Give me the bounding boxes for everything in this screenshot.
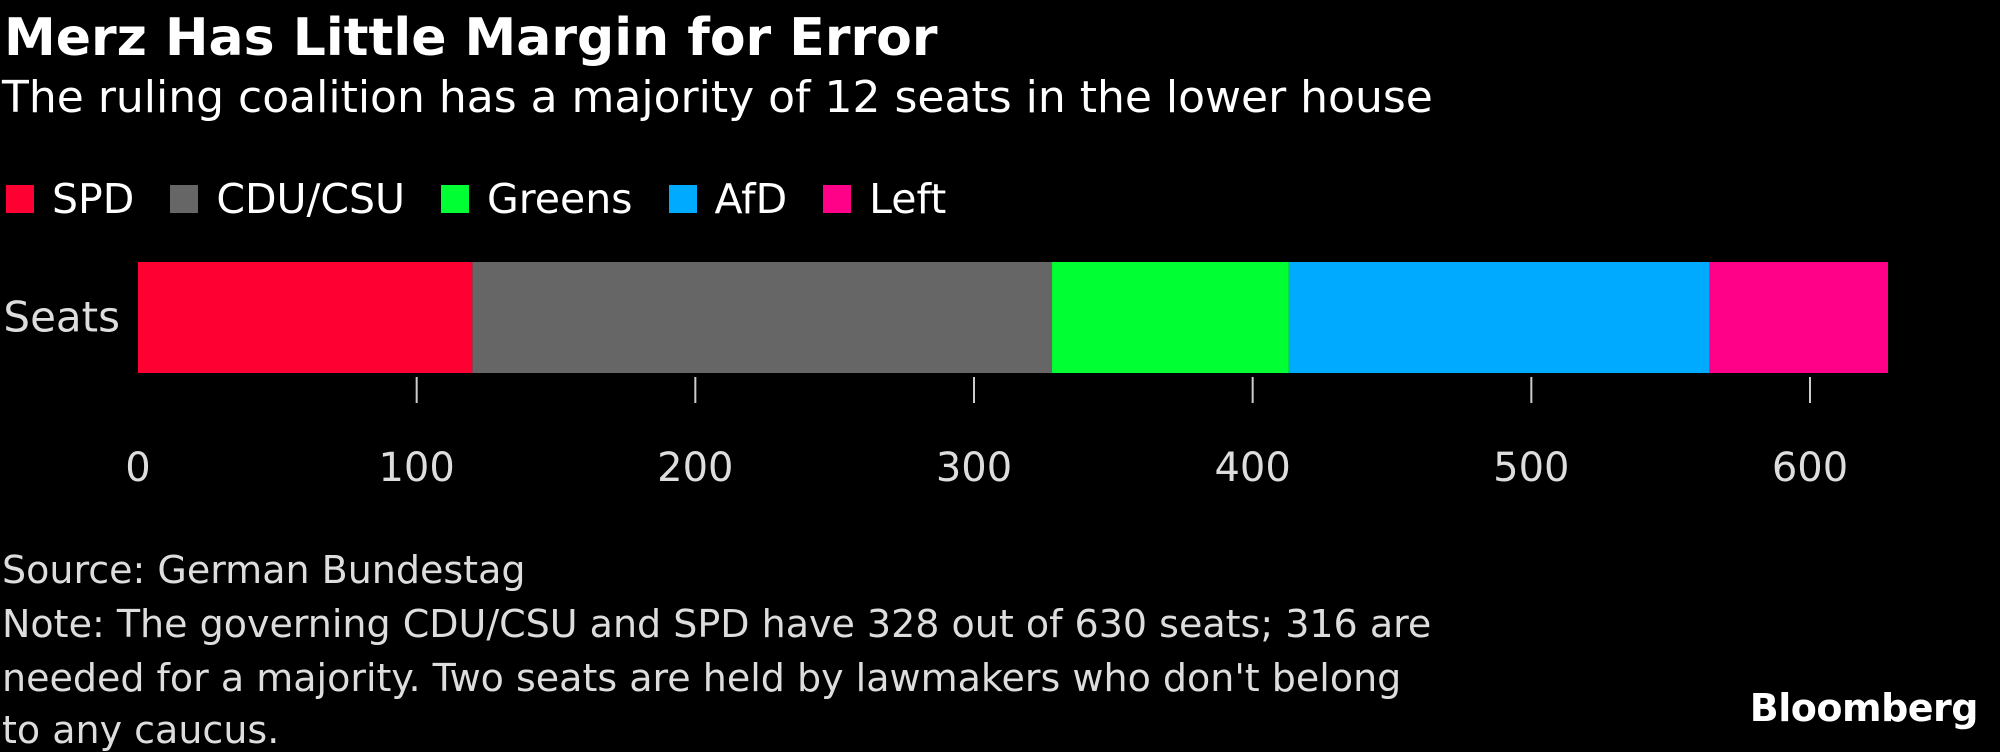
x-tick-label: 0 xyxy=(125,445,150,491)
legend-item-spd: SPD xyxy=(6,175,134,223)
bar-segment-left xyxy=(1709,262,1889,373)
legend-item-left: Left xyxy=(823,175,946,223)
stacked-bar-chart: Seats 0 100 200 300 400 500 600 xyxy=(3,262,1889,491)
note-line-3: to any caucus. xyxy=(2,708,280,752)
category-label: Seats xyxy=(3,293,120,342)
x-tick-label: 100 xyxy=(378,445,454,491)
bloomberg-logo: Bloomberg xyxy=(1749,686,1979,730)
legend-swatch xyxy=(823,185,852,213)
note-line-2: needed for a majority. Two seats are hel… xyxy=(2,656,1402,700)
legend-swatch xyxy=(441,185,470,213)
legend-label: AfD xyxy=(714,175,788,223)
bar-segment-cducsu xyxy=(472,262,1053,373)
legend-label: CDU/CSU xyxy=(216,175,406,223)
legend-swatch xyxy=(6,185,34,213)
legend: SPD CDU/CSU Greens AfD Left xyxy=(6,175,982,223)
legend-item-greens: Greens xyxy=(441,175,633,223)
bar-segment-greens xyxy=(1052,262,1289,373)
note-line-1: Note: The governing CDU/CSU and SPD have… xyxy=(2,602,1432,646)
legend-swatch xyxy=(170,185,199,213)
legend-item-cducsu: CDU/CSU xyxy=(170,175,405,223)
legend-label: SPD xyxy=(52,175,135,223)
legend-label: Left xyxy=(869,175,947,223)
chart-subtitle: The ruling coalition has a majority of 1… xyxy=(2,72,1433,123)
legend-item-afd: AfD xyxy=(668,175,788,223)
bar-segment-spd xyxy=(138,262,473,373)
x-tick-label: 400 xyxy=(1214,445,1290,491)
x-tick-label: 500 xyxy=(1493,445,1569,491)
legend-swatch xyxy=(668,185,697,213)
source-text: Source: German Bundestag xyxy=(2,548,526,592)
chart-title: Merz Has Little Margin for Error xyxy=(4,8,938,68)
x-tick-label: 600 xyxy=(1772,445,1848,491)
bar-segment-afd xyxy=(1288,262,1710,373)
x-tick-label: 300 xyxy=(936,445,1012,491)
x-tick-label: 200 xyxy=(657,445,733,491)
legend-label: Greens xyxy=(487,175,633,223)
